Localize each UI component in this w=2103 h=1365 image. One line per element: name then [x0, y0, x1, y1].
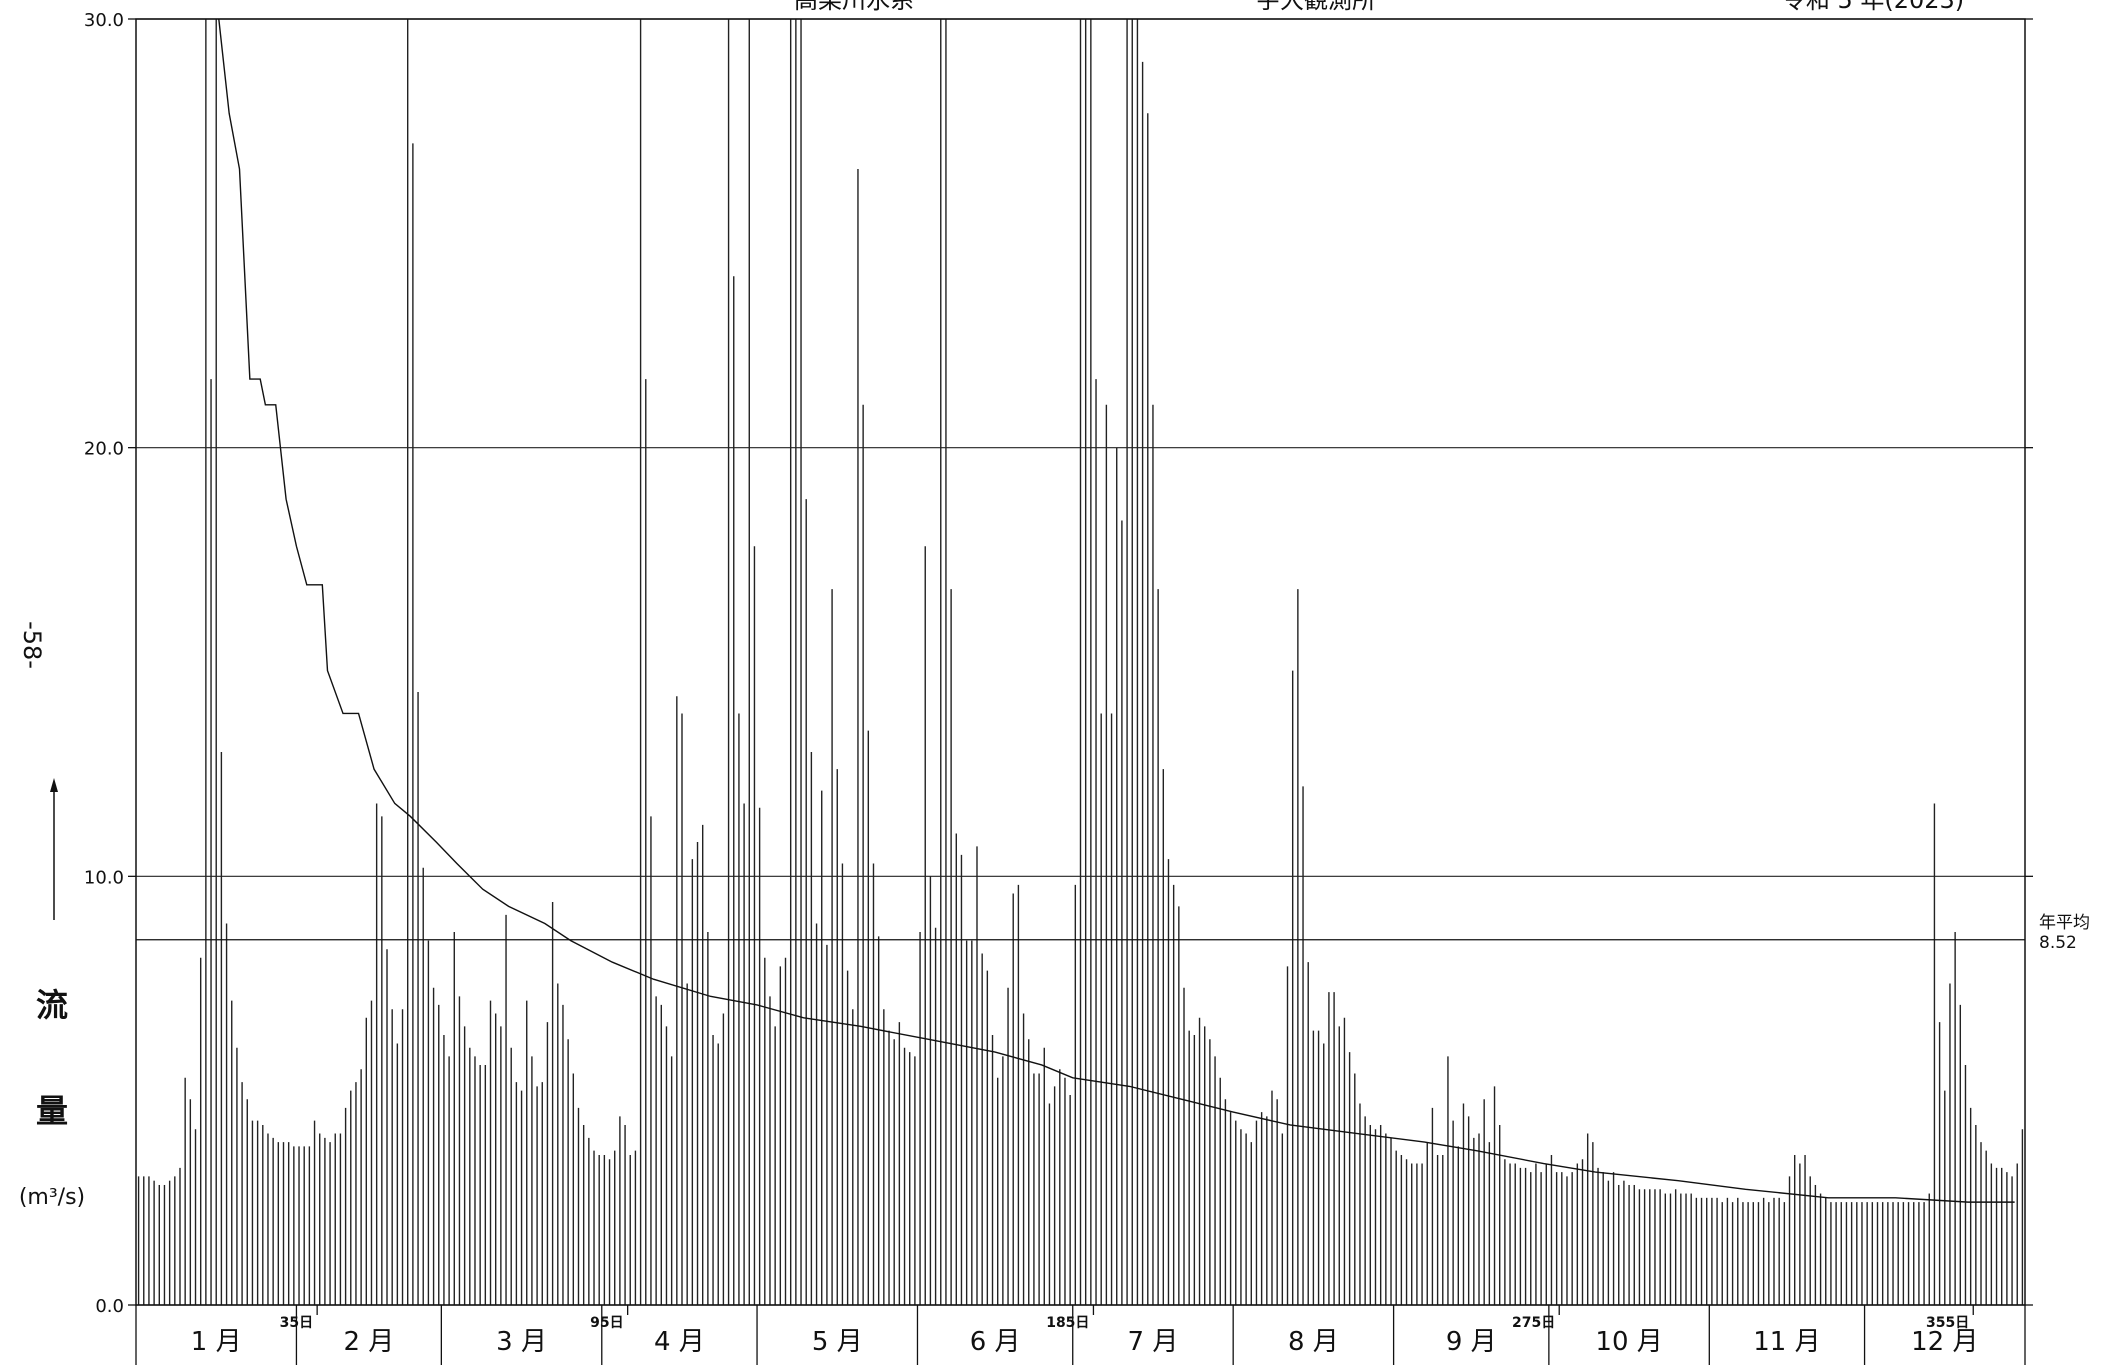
y-tick-label: 10.0 [84, 867, 124, 888]
month-label: 4 月 [654, 1327, 705, 1357]
station-name: 宇大観測所 [1256, 0, 1376, 14]
month-label: 12 月 [1911, 1327, 1978, 1357]
month-label: 9 月 [1446, 1327, 1497, 1357]
y-axis-label: 量 [36, 1092, 68, 1130]
month-label: 5 月 [812, 1327, 863, 1357]
x-tick-label: 275日 [1512, 1315, 1555, 1331]
y-tick-label: 20.0 [84, 439, 124, 460]
y-axis-label: 流 [36, 986, 68, 1024]
month-label: 11 月 [1753, 1327, 1820, 1357]
month-label: 3 月 [496, 1327, 547, 1357]
year-label: 令和 5 年(2023) [1782, 0, 1964, 14]
plot-area [137, 19, 2024, 1305]
y-tick-label: 0.0 [95, 1296, 124, 1317]
annual-mean-name: 年平均 [2039, 913, 2090, 933]
month-label: 2 月 [343, 1327, 394, 1357]
month-label: 8 月 [1288, 1327, 1339, 1357]
duration-curve [218, 19, 2015, 1203]
y-axis-unit: (m³/s) [19, 1185, 85, 1210]
month-label: 1 月 [191, 1327, 242, 1357]
y-arrow-head [50, 778, 58, 792]
y-tick-label: 30.0 [84, 10, 124, 31]
plot-frame [135, 18, 2026, 1306]
month-label: 10 月 [1595, 1327, 1662, 1357]
chart-title: 高梁川水系 [794, 0, 914, 14]
month-label: 6 月 [970, 1327, 1021, 1357]
x-tick-label: 95日 [590, 1315, 623, 1331]
x-tick-label: 35日 [280, 1315, 313, 1331]
x-tick-label: 185日 [1046, 1315, 1089, 1331]
annual-mean-value: 8.52 [2039, 933, 2077, 953]
month-label: 7 月 [1128, 1327, 1179, 1357]
x-tick-label: 355日 [1926, 1315, 1969, 1331]
page-number: -58- [18, 621, 46, 669]
